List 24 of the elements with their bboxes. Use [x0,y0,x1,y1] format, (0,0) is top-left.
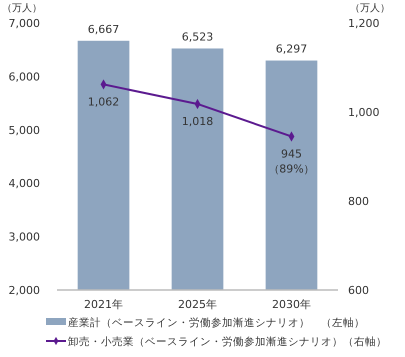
y2-axis-title: （万人） [350,3,390,14]
y-tick-label: 4,000 [8,177,40,190]
data-label: 6,297 [276,42,308,56]
data-label: 945 [280,147,302,160]
data-label: 6,667 [88,22,120,36]
annotation: （89%） [268,162,315,176]
y2-tick-label: 1,000 [348,106,380,119]
y-tick-label: 7,000 [8,17,40,30]
data-label: 1,062 [88,95,120,108]
x-tick-label: 2030年 [272,298,311,311]
y-axis-title: （万人） [2,3,42,14]
y2-tick-label: 800 [348,195,369,208]
y-tick-label: 6,000 [8,70,40,84]
y-tick-label: 5,000 [8,124,40,137]
legend-label: 卸売・小売業（ベースライン・労働参加漸進シナリオ）（右軸） [68,335,387,348]
x-tick-label: 2025年 [178,298,217,311]
y2-tick-label: 1,200 [348,17,380,30]
y-tick-label: 2,000 [8,284,40,297]
legend-label: 産業計（ベースライン・労働参加漸進シナリオ） （左軸） [68,316,365,329]
data-label: 6,523 [182,30,214,44]
data-label: 1,018 [182,114,214,128]
y-tick-label: 3,000 [8,230,40,244]
y2-tick-label: 600 [348,284,369,297]
x-tick-label: 2021年 [84,298,124,311]
